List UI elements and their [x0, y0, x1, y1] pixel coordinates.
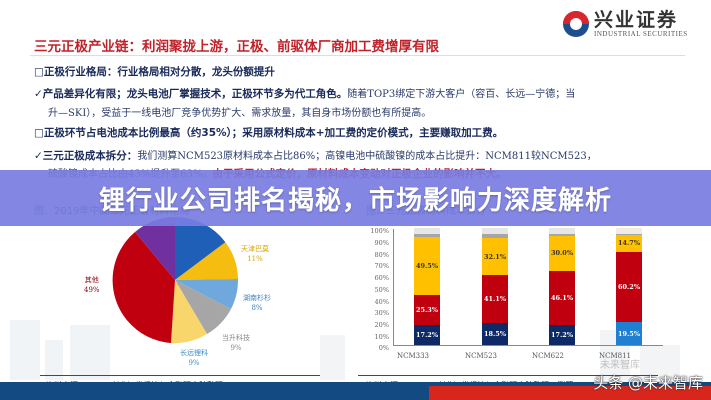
logo-swirl-icon: [563, 11, 589, 37]
toutiao-watermark: 头条 @未来智库: [593, 374, 703, 392]
logo-english-name: INDUSTRIAL SECURITIES: [594, 30, 688, 38]
x-label-ncm811: NCM811: [598, 352, 631, 360]
left-source-rule: [40, 375, 320, 376]
section1-heading: □正极行业格局：行业格局相对分散，龙头份额提升: [34, 66, 275, 78]
headline-banner: 锂行业公司排名揭秘，市场影响力深度解析: [0, 170, 711, 226]
market-share-pie-chart: [112, 217, 239, 344]
pie-label-tianjin: 天津巴莫 11%: [241, 245, 269, 263]
company-logo: 兴业证券 INDUSTRIAL SECURITIES: [563, 10, 688, 38]
bar-ncm523: 18.5% 41.1% 32.1%: [482, 228, 508, 345]
logo-chinese-name: 兴业证券: [594, 9, 679, 31]
footer-red-band: [429, 386, 711, 400]
pie-label-rongbai: 14%: [188, 225, 204, 233]
x-label-ncm622: NCM622: [531, 352, 564, 360]
x-label-ncm523: NCM523: [464, 352, 497, 360]
slide-title: 三元正极产业链：利润聚拢上游，正极、前驱体厂商加工费增厚有限: [34, 39, 439, 55]
bar-ncm333: 17.2% 25.3% 49.5%: [414, 228, 440, 345]
section1-bullet: ✓产品差异化有限；龙头电池厂掌握技术，正极环节多为代工角色。随着TOP3绑定下游…: [34, 88, 576, 100]
pie-label-other: 其他 49%: [84, 276, 100, 294]
pie-label-hunan: 湖南杉杉 8%: [243, 294, 271, 312]
right-source-rule: [358, 375, 658, 376]
headline-text: 锂行业公司排名揭秘，市场影响力深度解析: [98, 185, 612, 216]
section2-bullet: ✓三元正极成本拆分：我们测算NCM523原材料成本占比86%；高镍电池中硫酸镍的…: [34, 150, 597, 162]
section1-bullet-cont: 升—SKI），受益于一线电池厂竞争优势扩大、需求放量，其自身市场份额也有所提高。: [48, 108, 432, 119]
section2-heading: □正极环节占电池成本比例最高（约35%）；采用原材料成本+加工费的定价模式，主要…: [34, 127, 504, 139]
pie-label-dangsheng: 当升科技 9%: [222, 334, 250, 352]
title-divider: [30, 55, 685, 56]
x-label-ncm333: NCM333: [396, 352, 429, 360]
bar-ncm622: 17.2% 46.1% 30.0%: [549, 228, 575, 345]
faint-watermark: 未来智库: [600, 360, 640, 371]
pie-label-changyuan: 长远锂科 9%: [180, 349, 208, 367]
cost-breakdown-bar-chart: 17.2% 25.3% 49.5% 18.5% 41.1% 32.1% 17.2…: [393, 228, 663, 346]
bar-ncm811: 19.5% 60.2% 14.7%: [616, 228, 642, 345]
